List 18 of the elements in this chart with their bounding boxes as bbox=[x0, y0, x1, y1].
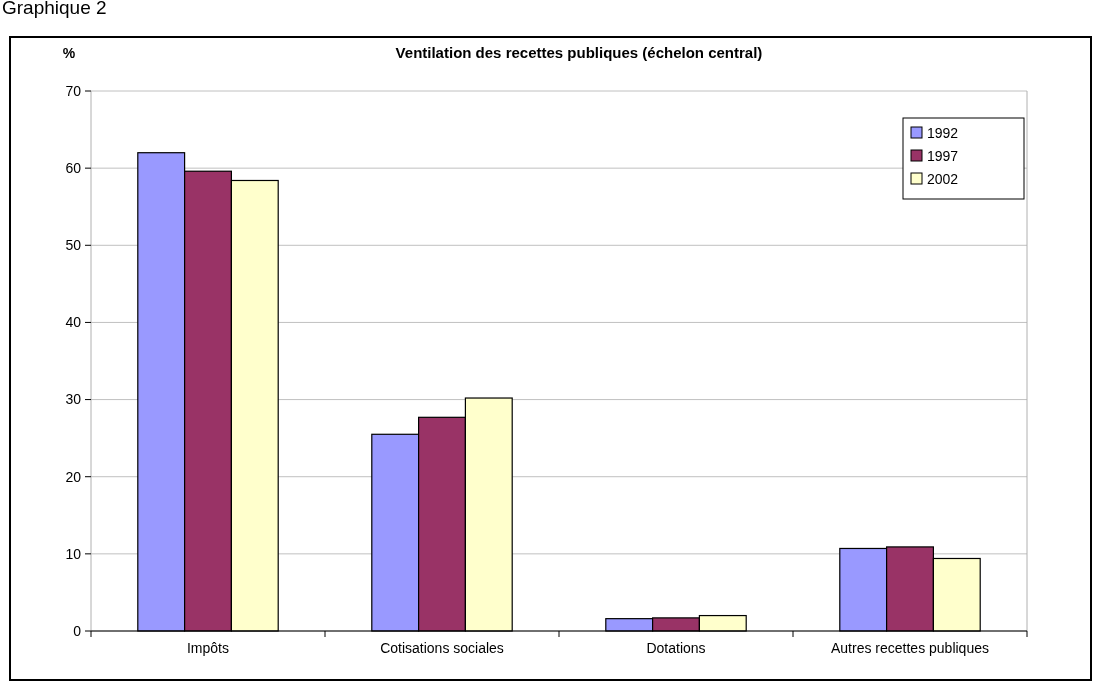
y-axis-title: % bbox=[62, 45, 76, 61]
text: Graphique 2 bbox=[2, 0, 107, 18]
x-tick-label: Autres recettes publiques bbox=[831, 640, 989, 656]
legend-label: 2002 bbox=[927, 170, 959, 187]
y-tick-label: 0 bbox=[73, 622, 82, 639]
x-tick-label: Cotisations sociales bbox=[380, 640, 504, 656]
chart-title: Ventilation des recettes publiques (échelon central) bbox=[395, 44, 763, 61]
x-tick-label: Impôts bbox=[186, 640, 230, 656]
y-tick-label: 70 bbox=[65, 82, 82, 99]
y-tick-label: 20 bbox=[65, 468, 82, 485]
y-tick-label: 60 bbox=[65, 160, 82, 177]
y-tick-label: 30 bbox=[65, 391, 82, 408]
y-tick-label: 10 bbox=[65, 545, 82, 562]
y-tick-label: 40 bbox=[65, 314, 82, 331]
legend-label: 1992 bbox=[927, 124, 959, 141]
legend-label: 1997 bbox=[927, 147, 959, 164]
y-tick-label: 50 bbox=[65, 237, 82, 254]
x-tick-label: Dotations bbox=[646, 640, 706, 656]
